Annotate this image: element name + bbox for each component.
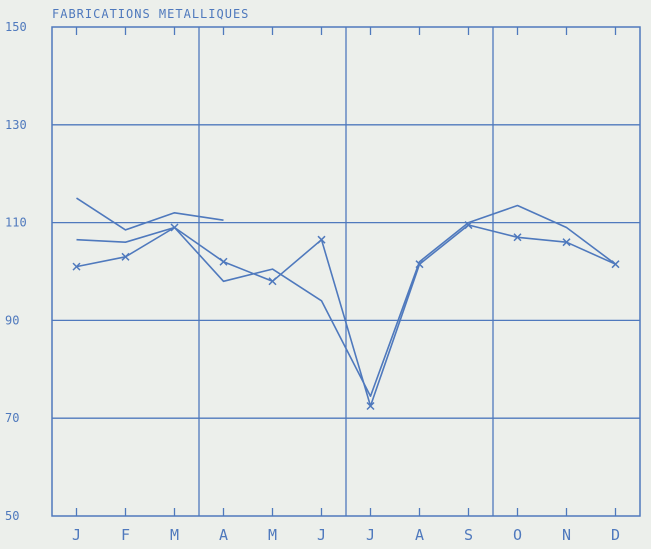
point-marker-stroke [513,233,522,242]
y-tick-label: 90 [5,313,19,327]
y-tick-label: 70 [5,411,19,425]
point-marker-stroke [72,262,81,271]
x-tick-label: D [611,526,620,544]
series-line-3 [76,224,616,407]
series-3-point [611,260,620,269]
series-3-point [513,233,522,242]
series-3-point [170,223,179,232]
y-tick-label: 150 [5,20,27,34]
series-3-point [464,221,473,230]
point-marker-stroke [562,238,571,247]
point-marker-stroke [268,277,277,286]
series-3-point [415,260,424,269]
chart-title: FABRICATIONS METALLIQUES [52,7,249,21]
x-tick-label: M [170,526,179,544]
series-3-point [121,252,130,261]
x-tick-label: A [415,526,424,544]
point-marker-stroke [611,260,620,269]
tick-layer [75,27,617,516]
x-tick-label: A [219,526,228,544]
series-layer [72,197,620,411]
point-marker-stroke [219,257,228,266]
point-marker-stroke [464,221,473,230]
grid-layer [51,26,641,517]
point-marker-stroke [317,235,326,244]
point-marker-stroke [121,252,130,261]
series-3-point [317,235,326,244]
y-tick-label: 110 [5,216,27,230]
x-tick-label: S [464,526,473,544]
series-line-1 [76,197,224,231]
series-line-2 [76,204,616,398]
series-3-point [562,238,571,247]
x-tick-label: F [121,526,130,544]
series-3-point [72,262,81,271]
x-tick-label: J [366,526,375,544]
point-marker-stroke [170,223,179,232]
x-tick-label: J [72,526,81,544]
x-tick-label: M [268,526,277,544]
point-marker-stroke [415,260,424,269]
x-tick-label: O [513,526,522,544]
y-tick-label: 50 [5,509,19,523]
series-3-point [219,257,228,266]
x-tick-label: J [317,526,326,544]
label-layer: 50 70 90 110 130 150 J F M A M J J A S O N D [5,20,620,544]
series-3-point [268,277,277,286]
x-tick-label: N [562,526,571,544]
y-tick-label: 130 [5,118,27,132]
point-marker-stroke [366,401,375,411]
series-3-point [366,401,375,411]
